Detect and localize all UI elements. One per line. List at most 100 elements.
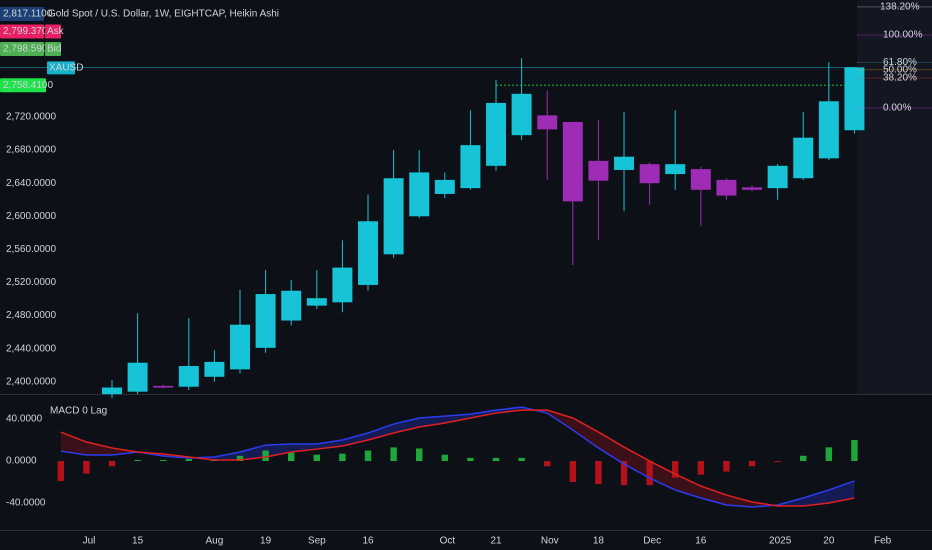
histogram-bar (672, 461, 679, 478)
histogram-bar (825, 447, 833, 462)
candle-body (767, 165, 788, 189)
histogram-bar (467, 457, 474, 462)
quote-value: 2,817.1100 (3, 9, 53, 20)
macd-cloud (700, 486, 727, 506)
fib-label: 50.00% (883, 64, 917, 75)
candle-body (358, 221, 378, 285)
histogram-bar (646, 461, 653, 486)
candle-body (127, 362, 148, 392)
x-tick-label: Jul (83, 536, 96, 547)
macd-cloud (572, 417, 599, 449)
macd-cloud (624, 447, 650, 479)
histogram-bar (800, 455, 807, 462)
macd-cloud (675, 474, 701, 498)
y-tick-label: 2,640.0000 (6, 178, 56, 189)
candle-body (204, 361, 225, 377)
macd-cloud (393, 417, 420, 434)
candle-body (255, 294, 276, 348)
indicator-line (60, 409, 855, 507)
y-tick-label: 2,440.0000 (6, 343, 56, 354)
candle-body (230, 324, 250, 370)
candle-body (690, 169, 711, 190)
fib-panel (857, 0, 932, 394)
candle-body (511, 93, 532, 136)
indicator-title: MACD 0 Lag (50, 406, 107, 417)
candle-body (844, 67, 865, 131)
x-tick-label: Aug (206, 536, 224, 547)
histogram-bar (774, 461, 781, 463)
candle-body (178, 366, 199, 387)
histogram-bar (160, 459, 167, 462)
histogram-bar (364, 450, 372, 462)
candle-body (332, 267, 353, 303)
histogram-bar (185, 458, 193, 462)
candle-body (537, 115, 558, 130)
quote-box (0, 7, 44, 21)
macd-cloud (240, 445, 266, 460)
x-tick-label: 20 (823, 536, 835, 547)
quote-tag: Bid (47, 44, 61, 55)
macd-cloud (368, 424, 394, 441)
candle-body (486, 102, 507, 166)
price-line-tag (47, 61, 75, 75)
x-tick-label: Nov (541, 536, 559, 547)
y-tick-label: -40.0000 (6, 498, 46, 509)
fib-label: 38.20% (883, 73, 917, 84)
candle-body (716, 179, 737, 196)
histogram-bar (416, 448, 423, 462)
x-tick-label: 15 (132, 536, 144, 547)
x-tick-label: 16 (362, 536, 374, 547)
y-tick-label: 40.0000 (6, 414, 43, 425)
macd-cloud (86, 442, 113, 456)
histogram-bar (492, 457, 500, 462)
histogram-bar (544, 461, 551, 467)
macd-cloud (828, 480, 855, 504)
candle-body (742, 187, 763, 190)
histogram-bar (57, 461, 65, 481)
histogram-bar (851, 440, 858, 462)
y-tick-label: 0.0000 (6, 456, 37, 467)
macd-cloud (265, 444, 292, 458)
candle-body (434, 179, 455, 194)
histogram-bar (313, 454, 321, 462)
histogram-bar (620, 461, 628, 486)
fib-label: 61.80% (883, 57, 917, 68)
macd-cloud (291, 444, 317, 453)
candle-body (460, 145, 481, 189)
fib-label: 0.00% (883, 103, 911, 114)
histogram-bar (441, 454, 449, 462)
candle-body (588, 160, 609, 181)
macd-cloud (419, 416, 445, 428)
quote-box (0, 24, 44, 39)
chart-title: Gold Spot / U.S. Dollar, 1W, EIGHTCAP, H… (48, 9, 279, 20)
x-tick-label: 2025 (769, 536, 792, 547)
candle-body (818, 101, 839, 159)
fib-label: 138.20% (880, 2, 920, 13)
candle-body (281, 290, 302, 321)
histogram-bar (83, 461, 90, 474)
quote-tag: Ask (47, 26, 65, 37)
candle-body (306, 298, 327, 306)
candle-body (639, 164, 660, 184)
histogram-bar (339, 453, 346, 462)
fib-label: 100.00% (883, 30, 923, 41)
macd-cloud (598, 432, 625, 465)
macd-cloud (112, 448, 138, 456)
histogram-bar (569, 461, 577, 483)
histogram-bar (134, 459, 141, 462)
y-tick-label: 2,400.0000 (6, 376, 56, 387)
macd-cloud (342, 433, 369, 447)
histogram-bar (697, 461, 705, 475)
macd-cloud (803, 490, 829, 506)
x-tick-label: Oct (440, 536, 456, 547)
histogram-bar (748, 461, 756, 467)
histogram-bar (288, 452, 295, 462)
y-tick-label: 2,480.0000 (6, 310, 56, 321)
histogram-bar (262, 450, 269, 462)
macd-cloud (60, 432, 87, 456)
candle-body (102, 387, 122, 395)
x-tick-label: 16 (695, 536, 707, 547)
x-tick-label: Sep (308, 536, 326, 547)
